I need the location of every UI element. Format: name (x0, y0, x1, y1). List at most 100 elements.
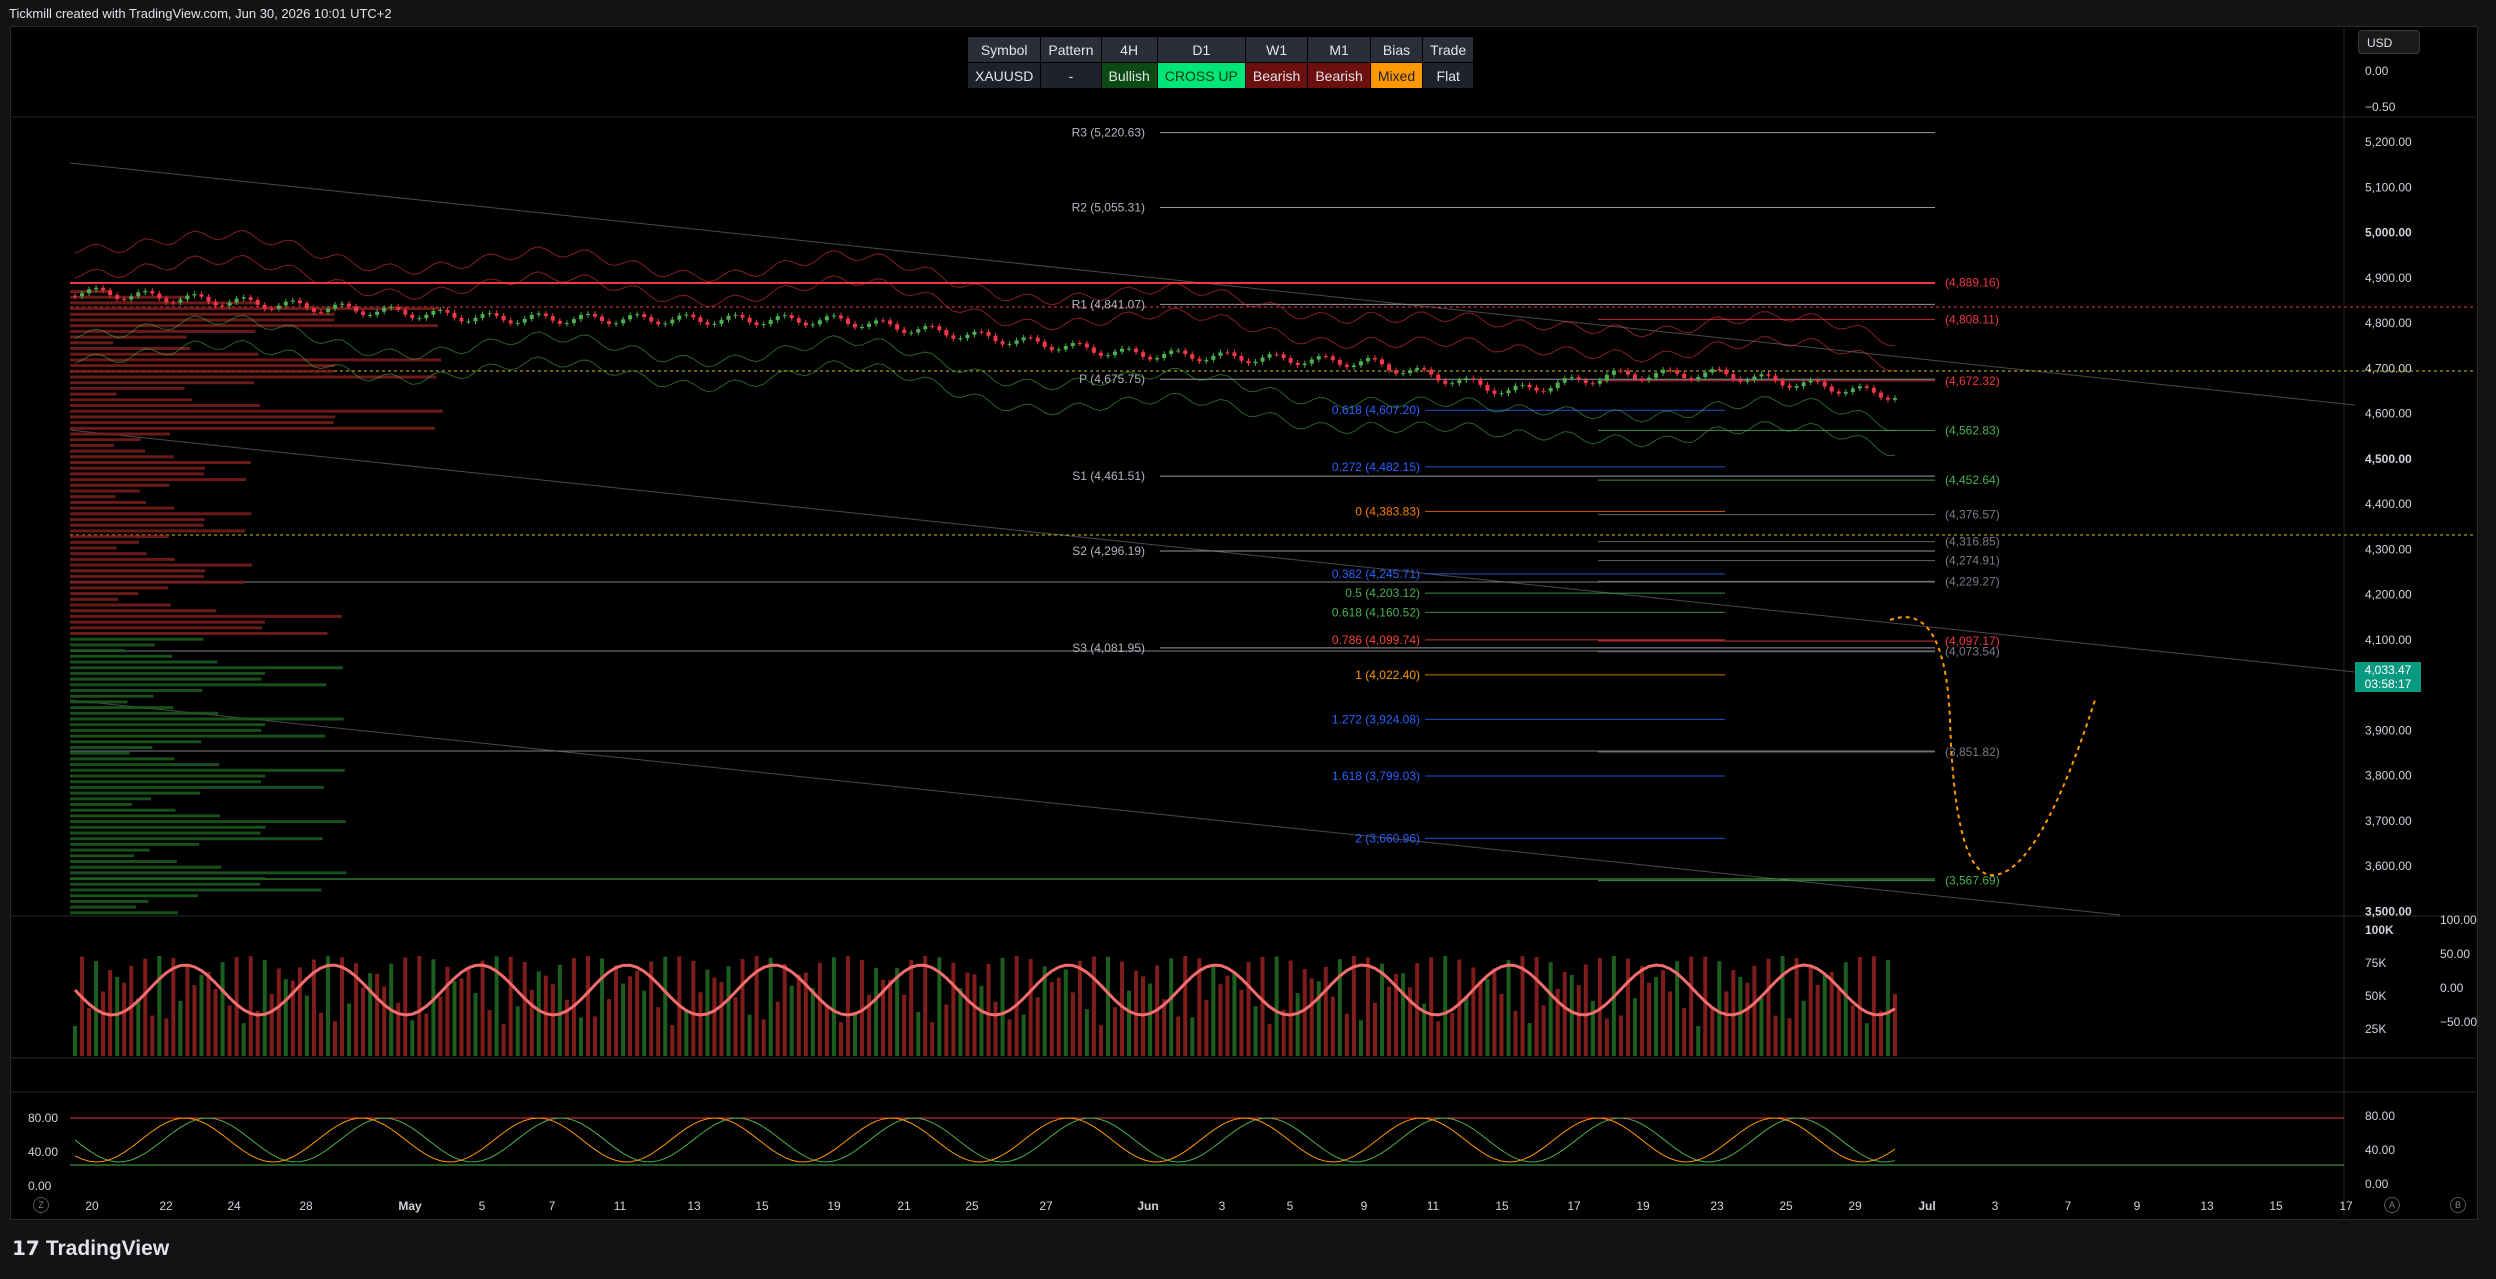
volume-bar (1801, 1000, 1806, 1056)
currency-selector[interactable]: USD (2358, 30, 2420, 54)
volume-bar (1478, 980, 1483, 1056)
volume-bar (361, 987, 366, 1056)
candle-body (564, 323, 569, 325)
candle-body (234, 298, 239, 303)
chart-area[interactable] (10, 26, 2478, 1220)
candle-body (1766, 374, 1771, 376)
volume-bar (614, 965, 619, 1056)
volume-bar (670, 1025, 675, 1056)
volume-profile-bar (70, 609, 217, 613)
volume-bar (234, 957, 239, 1056)
volume-bar (628, 976, 633, 1056)
volume-bar (1541, 1005, 1546, 1056)
time-axis-label: 13 (2200, 1199, 2214, 1213)
stoch-d (74, 1117, 1896, 1163)
volume-profile-bar (70, 597, 119, 601)
volume-bar (1506, 960, 1511, 1056)
time-axis-label: 17 (2339, 1199, 2353, 1213)
volume-profile-bar (70, 677, 262, 681)
candle-body (480, 314, 485, 318)
stoch-k (74, 1117, 1896, 1163)
candle-body (445, 309, 450, 313)
top-axis-label: −0.50 (2365, 100, 2396, 114)
candle-body (677, 315, 682, 320)
time-axis-label: 15 (2269, 1199, 2283, 1213)
right-level-label: (4,452.64) (1945, 473, 2000, 487)
candle-body (1689, 378, 1694, 380)
volume-bar (101, 991, 106, 1056)
scale-b-button[interactable]: B (2450, 1197, 2466, 1213)
candle-body (1443, 380, 1448, 384)
fib-label: 2 (3,660.96) (1355, 831, 1420, 845)
candle-body (1408, 370, 1413, 374)
volume-bar (1661, 970, 1666, 1056)
candle-body (424, 314, 429, 319)
candle-body (1000, 341, 1005, 345)
volume-bar (867, 994, 872, 1056)
candle-body (1372, 357, 1377, 360)
channel-line (69, 699, 2121, 916)
volume-profile-bar (70, 848, 150, 852)
volume-bar (965, 972, 970, 1056)
candle-body (361, 311, 366, 316)
candle-body (881, 320, 886, 322)
candle-body (325, 308, 330, 312)
volume-bar (515, 1006, 520, 1056)
volume-bar (951, 962, 956, 1056)
pivot-label: P (4,675.75) (1079, 372, 1145, 386)
volume-bar (1387, 986, 1392, 1056)
candle-body (73, 295, 77, 297)
candle-body (557, 320, 562, 324)
volume-bar (972, 974, 977, 1056)
volume-bar (332, 1021, 337, 1056)
volume-bar (1260, 956, 1265, 1056)
top-axis-label: 0.00 (2365, 64, 2389, 78)
candle-body (958, 338, 963, 340)
volume-profile-bar (70, 455, 174, 459)
volume-profile-bar (70, 506, 175, 510)
volume-bar (993, 1001, 998, 1056)
volume-profile-bar (70, 888, 322, 892)
candle-body (740, 314, 745, 318)
volume-profile-bar (70, 540, 140, 544)
candle-body (1555, 382, 1560, 389)
volume-bar (1084, 1009, 1089, 1056)
volume-bar (944, 1004, 949, 1056)
volume-profile-bar (70, 791, 201, 795)
candle-body (761, 324, 766, 326)
volume-profile-bar (70, 751, 130, 755)
candle-body (1155, 358, 1160, 360)
right-level-label: (4,376.57) (1945, 508, 2000, 522)
volume-bar (860, 959, 865, 1056)
volume-profile-bar (70, 808, 176, 812)
volume-bar (1246, 961, 1251, 1056)
candle-body (410, 314, 415, 319)
candle-body (1822, 381, 1827, 387)
volume-bar (1337, 959, 1342, 1056)
table-value-4: Bearish (1244, 62, 1309, 89)
volume-profile-bar (70, 825, 266, 829)
price-axis-label: 4,400.00 (2365, 497, 2412, 511)
time-axis-label: Jul (1918, 1199, 1935, 1213)
candle-body (874, 320, 879, 324)
volume-profile-bar (70, 324, 439, 328)
volume-bar (171, 957, 176, 1056)
candle-body (1724, 369, 1729, 375)
zoom-reset-button[interactable]: Z (33, 1197, 49, 1213)
volume-bar (1576, 985, 1581, 1056)
auto-scale-button[interactable]: A (2384, 1197, 2400, 1213)
volume-bar (1330, 996, 1335, 1056)
volume-bar (1773, 1015, 1778, 1056)
volume-bar (375, 973, 380, 1056)
volume-bar (1401, 973, 1406, 1056)
candle-body (1084, 343, 1089, 348)
volume-bar (600, 958, 605, 1056)
volume-bar (459, 978, 464, 1056)
volume-bar (297, 967, 302, 1056)
candle-body (698, 317, 703, 322)
volume-bar (768, 957, 773, 1056)
volume-bar (1745, 982, 1750, 1056)
candle-body (1063, 346, 1068, 350)
fib-label: 0.618 (4,607.20) (1332, 403, 1420, 417)
